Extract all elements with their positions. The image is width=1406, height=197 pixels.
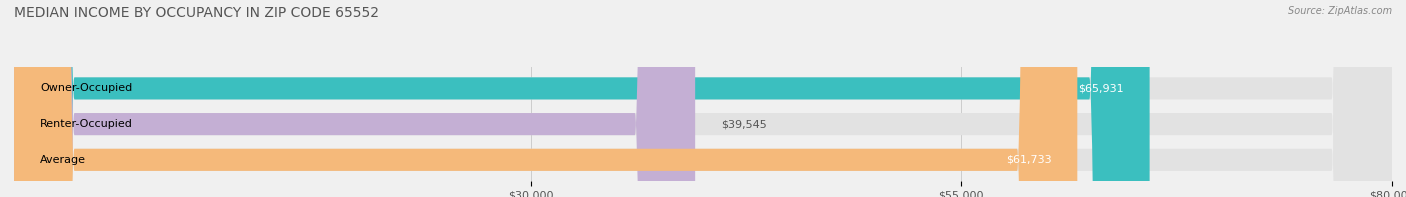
- Text: $61,733: $61,733: [1005, 155, 1052, 165]
- Text: Owner-Occupied: Owner-Occupied: [39, 83, 132, 93]
- FancyBboxPatch shape: [14, 0, 1392, 197]
- FancyBboxPatch shape: [14, 0, 1150, 197]
- FancyBboxPatch shape: [14, 0, 1392, 197]
- Text: Renter-Occupied: Renter-Occupied: [39, 119, 132, 129]
- Text: MEDIAN INCOME BY OCCUPANCY IN ZIP CODE 65552: MEDIAN INCOME BY OCCUPANCY IN ZIP CODE 6…: [14, 6, 380, 20]
- Text: $39,545: $39,545: [721, 119, 766, 129]
- Text: $65,931: $65,931: [1078, 83, 1123, 93]
- Text: Average: Average: [39, 155, 86, 165]
- Text: Source: ZipAtlas.com: Source: ZipAtlas.com: [1288, 6, 1392, 16]
- FancyBboxPatch shape: [14, 0, 695, 197]
- FancyBboxPatch shape: [14, 0, 1392, 197]
- FancyBboxPatch shape: [14, 0, 1077, 197]
